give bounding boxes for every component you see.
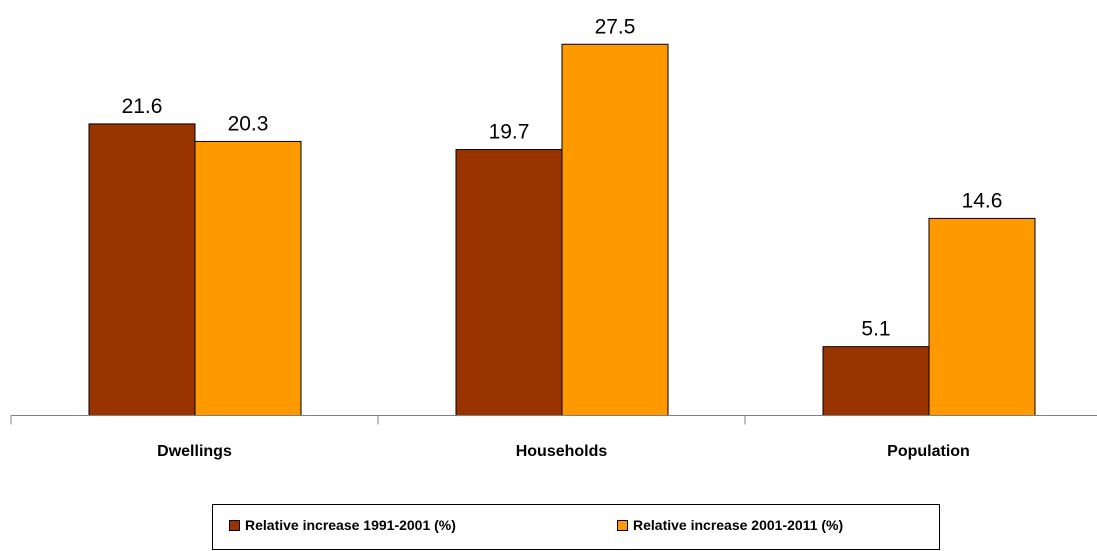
category-label-households: Households — [516, 443, 608, 460]
legend-label-series-1: Relative increase 1991-2001 (%) — [245, 517, 456, 533]
value-labels-group: 21.6 20.3 19.7 27.5 5.1 14.6 — [122, 15, 1003, 340]
legend: Relative increase 1991-2001 (%) Relative… — [212, 504, 940, 550]
data-label-dwellings-series-2: 20.3 — [228, 112, 269, 135]
bar-dwellings-series-1 — [88, 123, 196, 417]
data-label-dwellings-series-1: 21.6 — [122, 95, 163, 118]
category-label-population: Population — [887, 443, 970, 460]
bar-population-series-1 — [822, 346, 930, 416]
data-label-households-series-2: 27.5 — [595, 15, 636, 38]
bar-households-series-1 — [455, 149, 563, 417]
legend-item-series-2: Relative increase 2001-2011 (%) — [617, 517, 843, 533]
category-label-dwellings: Dwellings — [157, 443, 232, 460]
legend-swatch-series-2 — [617, 519, 628, 531]
legend-swatch-series-1 — [229, 519, 240, 531]
legend-item-series-1: Relative increase 1991-2001 (%) — [229, 517, 456, 533]
x-axis-ticks — [10, 415, 746, 425]
bar-chart: 21.6 20.3 19.7 27.5 5.1 14.6 Dwellings Househo… — [10, 15, 1097, 460]
bars-group — [88, 43, 1036, 417]
legend-label-series-2: Relative increase 2001-2011 (%) — [633, 517, 844, 533]
bar-households-series-2 — [561, 43, 669, 416]
data-label-population-series-1: 5.1 — [861, 318, 890, 341]
data-label-population-series-2: 14.6 — [962, 189, 1003, 212]
bar-dwellings-series-2 — [194, 140, 302, 416]
bar-population-series-2 — [928, 217, 1036, 416]
data-label-households-series-1: 19.7 — [489, 121, 530, 144]
category-labels-group: Dwellings Households Population — [157, 443, 970, 460]
